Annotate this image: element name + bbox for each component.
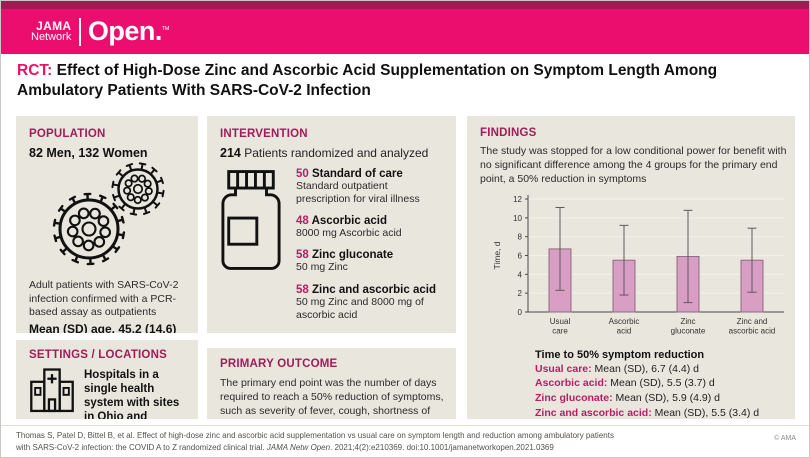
arm-name: Zinc and ascorbic acid	[308, 283, 436, 296]
svg-text:4: 4	[518, 270, 523, 279]
logo-divider	[79, 17, 81, 46]
intervention-total-count: 214	[220, 146, 241, 160]
arm-count: 48	[296, 215, 309, 228]
result-value: Mean (SD), 5.9 (4.9) d	[612, 392, 720, 405]
arm-name: Standard of care	[308, 168, 403, 180]
result-label: Zinc and ascorbic acid:	[535, 407, 652, 419]
primary-outcome-text: The primary end point was the number of …	[220, 377, 444, 418]
svg-text:2: 2	[518, 289, 523, 298]
hospital-icon	[29, 367, 75, 419]
result-ascorbic-acid: Ascorbic acid: Mean (SD), 5.5 (3.7) d	[535, 376, 783, 391]
result-value: Mean (SD), 5.5 (3.7) d	[607, 377, 715, 390]
intervention-panel: INTERVENTION 214 Patients randomized and…	[207, 116, 456, 333]
arm-description: 50 mg Zinc	[296, 261, 348, 274]
brand-header: JAMA Network Open.TM	[1, 9, 809, 54]
result-label: Zinc gluconate:	[535, 392, 613, 405]
top-accent-strip	[1, 1, 809, 9]
primary-outcome-panel: PRIMARY OUTCOME The primary end point wa…	[207, 348, 456, 419]
arm-description: 50 mg Zinc and 8000 mg of ascorbic acid	[296, 295, 424, 321]
page-title: RCT: Effect of High-Dose Zinc and Ascorb…	[17, 61, 797, 102]
population-heading: POPULATION	[29, 128, 106, 140]
population-description: Adult patients with SARS-CoV-2 infection…	[29, 279, 179, 319]
population-age: Mean (SD) age, 45.2 (14.6) y	[29, 321, 177, 333]
intervention-arms: 50 Standard of care Standard outpatient …	[296, 168, 444, 331]
citation: Thomas S, Patel D, Bittel B, et al. Effe…	[16, 430, 726, 455]
symptom-length-bar-chart: 0 2 4 6 8 10 12 Time, d Usual care Ascorbic acid Zin…	[488, 191, 784, 349]
findings-panel: FINDINGS The study was stopped for a low…	[467, 116, 795, 419]
svg-text:care: care	[552, 326, 568, 335]
svg-text:Zinc and: Zinc and	[737, 317, 768, 326]
result-zinc-and-ascorbic-acid: Zinc and ascorbic acid: Mean (SD), 5.5 (…	[535, 406, 783, 419]
population-demographics: 82 Men, 132 Women	[29, 146, 148, 160]
arm-name: Zinc gluconate	[308, 249, 394, 262]
arm-count: 50	[296, 168, 309, 180]
citation-line1: Thomas S, Patel D, Bittel B, et al. Effe…	[16, 431, 614, 440]
settings-panel: SETTINGS / LOCATIONS Hospitals in a sing…	[16, 340, 198, 419]
arm-count: 58	[296, 283, 309, 296]
trademark-symbol: TM	[161, 26, 169, 32]
result-zinc-gluconate: Zinc gluconate: Mean (SD), 5.9 (4.9) d	[535, 391, 783, 406]
result-value: Mean (SD), 6.7 (4.4) d	[591, 362, 699, 375]
title-text: Effect of High-Dose Zinc and Ascorbic Ac…	[17, 62, 718, 100]
citation-line2-post: . 2021;4(2):e210369. doi:10.1001/jamanet…	[330, 443, 554, 453]
result-usual-care: Usual care: Mean (SD), 6.7 (4.4) d	[535, 362, 783, 377]
svg-text:0: 0	[518, 308, 523, 317]
coronavirus-icon	[37, 162, 179, 275]
result-label: Usual care:	[535, 362, 592, 375]
svg-text:Ascorbic: Ascorbic	[609, 317, 640, 326]
citation-line2: with SARS-CoV-2 infection: the COVID A t…	[16, 443, 554, 452]
pill-bottle-icon	[220, 168, 282, 331]
logo-jama-text: JAMA	[36, 18, 72, 33]
settings-text: Hospitals in a single health system with…	[84, 369, 180, 419]
svg-text:acid: acid	[617, 326, 632, 335]
jama-network-open-logo: JAMA Network Open.TM	[31, 17, 169, 46]
results-heading: Time to 50% symptom reduction	[535, 348, 705, 361]
population-panel: POPULATION 82 Men, 132 Women Adult patie…	[16, 116, 198, 333]
arm-name: Ascorbic acid	[308, 215, 387, 228]
findings-results: Time to 50% symptom reduction Usual care…	[535, 349, 783, 419]
svg-text:8: 8	[518, 232, 523, 241]
citation-journal: JAMA Netw Open	[266, 443, 331, 453]
logo-open-text: Open.TM	[88, 18, 169, 45]
svg-text:10: 10	[513, 213, 522, 222]
citation-line2-pre: with SARS-CoV-2 infection: the COVID A t…	[16, 443, 267, 453]
result-value: Mean (SD), 5.5 (3.4) d	[651, 407, 760, 419]
svg-text:Zinc: Zinc	[680, 317, 695, 326]
svg-text:6: 6	[518, 251, 523, 260]
svg-text:12: 12	[513, 195, 522, 204]
arm-standard-of-care: 50 Standard of care Standard outpatient …	[296, 168, 444, 206]
arm-zinc-and-ascorbic-acid: 58 Zinc and ascorbic acid 50 mg Zinc and…	[296, 284, 444, 322]
svg-text:ascorbic acid: ascorbic acid	[729, 326, 776, 335]
svg-text:gluconate: gluconate	[671, 326, 706, 335]
result-label: Ascorbic acid:	[535, 377, 608, 390]
settings-heading: SETTINGS / LOCATIONS	[29, 349, 167, 361]
intervention-total: 214 Patients randomized and analyzed	[220, 146, 444, 160]
arm-description: Standard outpatient prescription for vir…	[296, 180, 420, 206]
footer-divider	[1, 425, 809, 426]
logo-jama-network: JAMA Network	[31, 20, 71, 43]
findings-heading: FINDINGS	[480, 127, 537, 139]
logo-network-text: Network	[31, 31, 72, 43]
svg-text:Usual: Usual	[550, 317, 571, 326]
svg-text:Time, d: Time, d	[492, 241, 502, 269]
arm-ascorbic-acid: 48 Ascorbic acid 8000 mg Ascorbic acid	[296, 215, 444, 240]
logo-open-word: Open.	[87, 16, 163, 46]
primary-outcome-heading: PRIMARY OUTCOME	[220, 358, 338, 370]
arm-description: 8000 mg Ascorbic acid	[296, 227, 402, 240]
findings-summary: The study was stopped for a low conditio…	[480, 145, 787, 185]
intervention-heading: INTERVENTION	[220, 128, 308, 140]
title-rct-prefix: RCT:	[17, 62, 53, 79]
arm-zinc-gluconate: 58 Zinc gluconate 50 mg Zinc	[296, 249, 444, 274]
arm-count: 58	[296, 249, 309, 262]
intervention-total-label: Patients randomized and analyzed	[240, 146, 429, 160]
copyright-ama: © AMA	[774, 435, 796, 442]
